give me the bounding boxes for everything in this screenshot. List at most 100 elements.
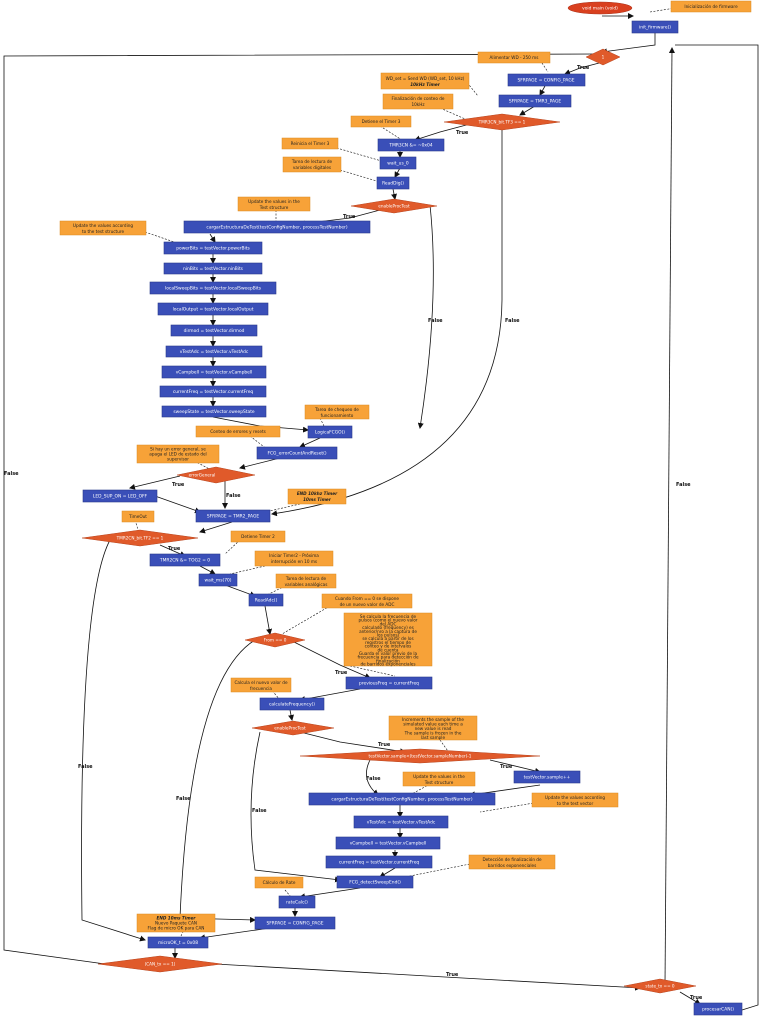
note-deteccion-barridos: Detección de finalización de barridos ex…: [468, 854, 556, 870]
decision-enable-proc-test-2: enableProcTest: [251, 720, 335, 736]
node-sfrpage-config-2: SFRPAGE = CONFIG_PAGE: [254, 916, 336, 930]
svg-text:cargarEstructuraDeTest(testCon: cargarEstructuraDeTest(testConfigNumber,…: [206, 225, 347, 231]
label-true: True: [577, 65, 590, 71]
decision-enable-proc-test: enableProcTest: [350, 198, 438, 214]
svg-text:Guarda el valor previo de la: Guarda el valor previo de la: [359, 651, 418, 656]
label-true: True: [690, 995, 703, 1001]
label-false: False: [252, 808, 267, 814]
decision-from: From == 0: [244, 632, 306, 648]
svg-text:vCampbell = testVector.vCampbe: vCampbell = testVector.vCampbell: [176, 370, 253, 376]
svg-text:sweepState = testVector.sweepS: sweepState = testVector.sweepState: [173, 409, 255, 415]
svg-text:conteo y de intervalos: conteo y de intervalos: [365, 644, 412, 649]
label-true: True: [378, 742, 391, 748]
svg-text:Conteo de errores y resets: Conteo de errores y resets: [210, 429, 266, 434]
svg-text:simulated value each time a: simulated value each time a: [403, 722, 463, 727]
note-update-values: Update the values according to the test …: [59, 220, 147, 236]
svg-text:anterior/nro a la captura de: anterior/nro a la captura de: [359, 629, 417, 634]
svg-text:Finalización de conteo de: Finalización de conteo de: [391, 96, 444, 101]
note-tareas-analogicas: Tarea de lectura de variables analógicas: [275, 573, 337, 589]
svg-text:ninBits = testVector.ninBits: ninBits = testVector.ninBits: [183, 266, 244, 272]
note-increments-sample: Increments the sample of the simulated v…: [388, 715, 478, 741]
note-frecuencia: Se calcula la frecuencia de pulsos (como…: [343, 612, 433, 667]
svg-text:to the test structure: to the test structure: [82, 229, 125, 234]
note-cuando-from: Cuando From == 0 se dispone de un nuevo …: [321, 593, 413, 609]
node-testvector-sample: testVector.sample++: [513, 770, 581, 784]
label-true: True: [168, 546, 181, 552]
svg-text:powerBits = testVector.powerBi: powerBits = testVector.powerBits: [176, 246, 250, 252]
svg-text:Cálculo de Rate: Cálculo de Rate: [263, 880, 296, 885]
svg-text:void main (void): void main (void): [582, 6, 618, 12]
note-timeout: TimeOut: [121, 510, 155, 523]
label-false: False: [78, 764, 93, 770]
note-fin-conteo: Finalización de conteo de 10kHz: [382, 93, 454, 110]
svg-text:Tarea de chequeo de: Tarea de chequeo de: [314, 407, 359, 412]
decision-state-tx: state_tx == 0: [623, 978, 697, 994]
node-sfrpage-config: SFRPAGE = CONFIG_PAGE: [507, 73, 586, 87]
svg-text:Inicialización de firmware: Inicialización de firmware: [684, 4, 738, 9]
node-localoutput: localOutput = testVector.localOutput: [157, 302, 269, 316]
note-wdt: Alimentar WD - 250 ms: [477, 51, 551, 64]
svg-text:state_tx == 0: state_tx == 0: [645, 984, 675, 989]
note-iniciar-t2: Iniciar Timer2 - Próxima interrupción en…: [254, 550, 334, 567]
note-end-10ms: END 10ms Timer Nuevo Paquete CAN Flag de…: [136, 913, 216, 933]
svg-text:The sample is frozen in the: The sample is frozen in the: [404, 731, 462, 736]
label-false: False: [366, 776, 381, 782]
node-tmr2cn: TMR2CN &= TOG2 = 0: [149, 553, 221, 567]
decision-error-general: errorGeneral: [176, 466, 256, 484]
svg-text:wait_us_0: wait_us_0: [387, 161, 409, 167]
node-sweepstate: sweepState = testVector.sweepState: [161, 405, 267, 418]
label-true: True: [446, 972, 459, 978]
svg-text:TMR2CN &= TOG2 = 0: TMR2CN &= TOG2 = 0: [159, 558, 210, 564]
svg-text:barridos exponenciales: barridos exponenciales: [488, 863, 537, 868]
svg-text:Detiene el Timer 3: Detiene el Timer 3: [362, 119, 401, 124]
node-ninbits: ninBits = testVector.ninBits: [163, 262, 263, 275]
svg-text:se calcula a partir de los: se calcula a partir de los: [362, 636, 413, 641]
node-vtestadc-2: vTestAdc = testVector.vTestAdc: [353, 815, 449, 829]
svg-text:vTestAdc = testVector.vTestAdc: vTestAdc = testVector.vTestAdc: [180, 349, 249, 355]
label-false: False: [505, 318, 520, 324]
svg-text:testVector.sample++: testVector.sample++: [524, 775, 571, 781]
svg-text:calculado (frequency) es: calculado (frequency) es: [362, 625, 414, 630]
svg-text:init_firmware(): init_firmware(): [639, 25, 671, 31]
decision-tmr2: TMR2CN_bit.TF2 == 1: [81, 529, 199, 547]
node-sfrpage-tmr2: SFRPAGE = TMR2_PAGE: [195, 509, 271, 523]
svg-text:FCG_errorCountAndReset(): FCG_errorCountAndReset(): [267, 451, 326, 457]
svg-text:de cuenta: de cuenta: [378, 647, 399, 652]
node-dirmod: dirmod = testVector.dirmod: [170, 324, 258, 337]
svg-text:Increments the sample of the: Increments the sample of the: [402, 717, 464, 722]
note-error-general: Si hay un error general, se apaga el LED…: [136, 444, 220, 464]
svg-text:TMR2CN_bit.TF2 == 1: TMR2CN_bit.TF2 == 1: [116, 536, 164, 541]
svg-text:cargarEstructuraDeTest(testCon: cargarEstructuraDeTest(testConfigNumber,…: [331, 797, 472, 803]
svg-text:Detección de finalización de: Detección de finalización de: [482, 857, 542, 862]
svg-text:Nuevo Paquete CAN: Nuevo Paquete CAN: [155, 921, 197, 926]
note-tareas-digitales: Tarea de lectura de variables digitales: [282, 156, 342, 173]
svg-text:enableProcTest: enableProcTest: [378, 204, 410, 209]
edges: [3, 13, 759, 1011]
node-previousfreq: previousFreq = currentFreq: [345, 676, 433, 690]
svg-text:localSweepBits = testVector.lo: localSweepBits = testVector.localSweepBi…: [165, 286, 262, 292]
node-ratecalc: rateCalc(): [278, 895, 316, 909]
note-update-values-2: Update the values according to the test …: [531, 792, 619, 808]
decision-can-tx: (CAN_tx == 1): [97, 955, 223, 973]
svg-text:Cuando From == 0 se dispone: Cuando From == 0 se dispone: [335, 596, 399, 601]
svg-text:rateCalc(): rateCalc(): [286, 900, 308, 906]
node-wait-ms: wait_ms(70): [198, 573, 238, 587]
svg-text:Detiene Timer 2: Detiene Timer 2: [241, 534, 275, 539]
svg-text:last sample: last sample: [421, 735, 446, 740]
label-false: False: [226, 493, 241, 499]
node-logicafcgo: LogicaFCGO(): [307, 425, 353, 439]
label-true: True: [335, 670, 348, 676]
label-false: False: [176, 796, 191, 802]
node-tmr3cn: TMR3CN &= ~0x04: [377, 138, 445, 152]
note-calcula-frecuencia: Calcula el nuevo valor de frecuencia: [230, 677, 292, 693]
node-vcampbell: vCampbell = testVector.vCampbell: [161, 365, 267, 379]
note-end-10khz: END 10khz Timer 10ms Timer: [287, 488, 347, 505]
svg-text:Flag de micro OK para CAN: Flag de micro OK para CAN: [148, 926, 205, 931]
svg-text:TMR3CN &= ~0x04: TMR3CN &= ~0x04: [388, 143, 432, 149]
node-localsweep: localSweepBits = testVector.localSweepBi…: [149, 281, 277, 295]
svg-text:ReadAdc(): ReadAdc(): [255, 598, 278, 604]
svg-text:currentFreq = testVector.curre: currentFreq = testVector.currentFreq: [339, 860, 420, 866]
svg-text:From == 0: From == 0: [264, 638, 287, 643]
node-cargar-estructura-2: cargarEstructuraDeTest(testConfigNumber,…: [308, 792, 496, 806]
